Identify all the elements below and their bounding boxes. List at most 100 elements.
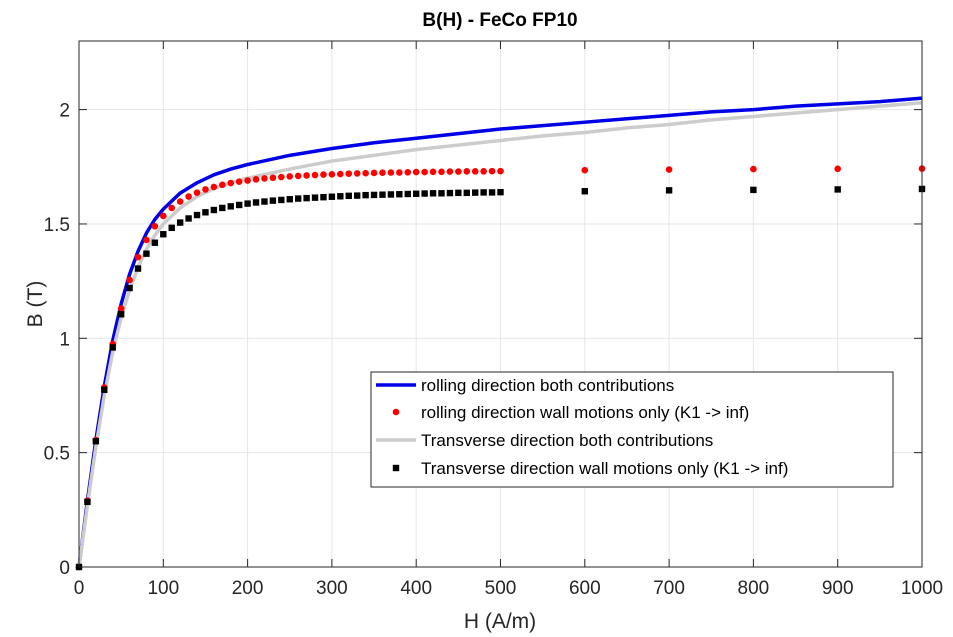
data-point <box>143 236 150 244</box>
y-tick-label: 1 <box>59 329 70 350</box>
data-point <box>429 168 437 176</box>
data-point <box>235 178 243 185</box>
data-point <box>320 171 327 178</box>
data-point <box>379 169 386 177</box>
data-point <box>303 172 310 179</box>
data-point <box>219 181 226 189</box>
x-tick-label: 1000 <box>901 578 943 599</box>
data-point <box>126 276 133 284</box>
legend: rolling direction both contributions roll… <box>370 371 894 488</box>
data-point <box>387 191 395 198</box>
data-point <box>193 189 201 196</box>
data-point <box>438 190 445 197</box>
data-point <box>429 190 437 197</box>
data-point <box>362 191 369 199</box>
y-tick-label: 0.5 <box>44 444 70 465</box>
data-point <box>143 250 150 257</box>
legend-square-swatch <box>392 464 400 472</box>
data-point <box>446 189 454 197</box>
data-point <box>396 191 403 198</box>
data-point <box>455 189 462 197</box>
x-tick-label: 600 <box>569 578 601 599</box>
axis-ticks: 0 100 200 300 400 500 600 700 800 900 1000 0 0.5 1 1.5… <box>44 41 943 599</box>
data-point <box>362 169 369 177</box>
data-point <box>328 193 336 200</box>
series-line-0 <box>77 96 923 568</box>
data-point <box>311 194 319 201</box>
data-point <box>665 166 673 173</box>
legend-label: Transverse direction wall motions only (… <box>421 459 788 478</box>
data-point <box>134 253 142 261</box>
data-point <box>185 193 192 200</box>
y-axis-label: B (T) <box>24 281 47 328</box>
legend-box <box>370 371 894 488</box>
data-point <box>488 167 496 175</box>
data-point <box>320 193 327 201</box>
data-point <box>92 438 100 445</box>
y-tick-label: 2 <box>59 101 70 122</box>
data-point <box>303 194 310 202</box>
data-point <box>353 192 361 199</box>
data-point <box>396 169 403 176</box>
data-point <box>227 179 235 187</box>
data-point <box>269 197 277 204</box>
data-point <box>278 196 285 204</box>
data-point <box>227 203 234 210</box>
x-tick-label: 300 <box>316 578 348 599</box>
data-point <box>278 173 285 181</box>
data-point <box>286 173 294 180</box>
data-point <box>252 199 260 206</box>
data-point <box>488 189 496 196</box>
data-point <box>413 190 420 197</box>
data-point <box>472 189 479 196</box>
data-point <box>446 168 454 175</box>
data-point <box>311 171 319 179</box>
data-point <box>353 170 361 177</box>
data-point <box>210 206 218 214</box>
legend-dot-swatch <box>392 408 400 416</box>
data-point <box>421 168 428 176</box>
data-point <box>117 305 125 312</box>
data-point <box>421 190 428 197</box>
data-point <box>497 188 504 196</box>
data-point <box>202 186 209 193</box>
data-point <box>261 198 268 205</box>
legend-label: rolling direction wall motions only (K1 … <box>421 403 749 422</box>
data-point <box>455 168 462 175</box>
data-point <box>750 186 757 194</box>
x-tick-label: 800 <box>738 578 770 599</box>
data-point <box>235 201 243 209</box>
x-tick-label: 700 <box>653 578 685 599</box>
data-point <box>412 168 420 176</box>
data-point <box>176 219 184 226</box>
data-point <box>151 222 159 230</box>
legend-label: rolling direction both contributions <box>421 376 674 395</box>
y-tick-label: 0 <box>59 558 70 579</box>
data-point <box>834 165 841 173</box>
data-point <box>117 311 125 318</box>
data-point <box>328 171 336 178</box>
data-point <box>581 166 589 174</box>
data-point <box>497 167 504 175</box>
data-point <box>404 190 411 198</box>
data-point <box>379 191 386 198</box>
x-axis-label: H (A/m) <box>464 610 536 633</box>
data-point <box>387 169 395 176</box>
data-point <box>84 498 91 506</box>
data-point <box>345 192 352 200</box>
data-point <box>252 176 260 183</box>
legend-label: Transverse direction both contributions <box>421 431 713 450</box>
data-point <box>168 224 175 232</box>
data-point <box>286 196 293 203</box>
data-point <box>370 169 378 177</box>
data-point <box>345 170 353 177</box>
data-point <box>750 165 757 173</box>
data-point <box>168 204 176 212</box>
data-point <box>463 189 470 197</box>
series-group <box>75 96 926 571</box>
x-tick-label: 400 <box>400 578 432 599</box>
data-point <box>134 265 142 272</box>
data-point <box>471 168 479 175</box>
data-point <box>463 168 471 175</box>
